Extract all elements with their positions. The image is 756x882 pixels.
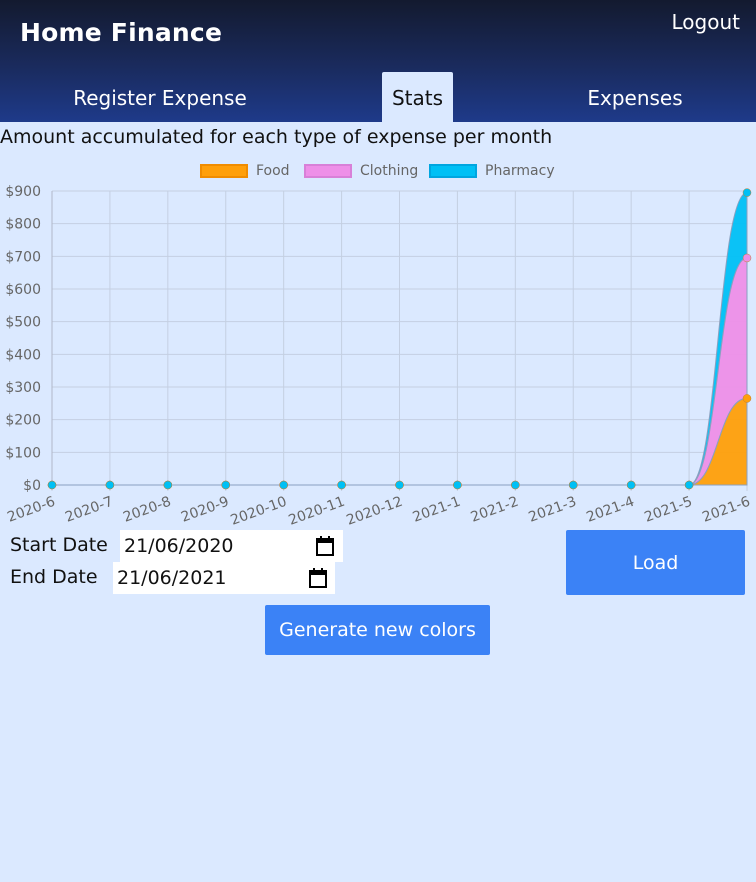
data-point-clothing bbox=[742, 253, 752, 263]
y-tick-label: $700 bbox=[5, 249, 41, 265]
y-tick-label: $800 bbox=[5, 217, 41, 233]
legend-label-pharmacy: Pharmacy bbox=[485, 163, 555, 179]
data-point-pharmacy bbox=[511, 480, 520, 490]
x-tick-label: 2021-1 bbox=[411, 494, 463, 525]
legend-item-food[interactable]: Food bbox=[200, 161, 290, 181]
calendar-icon[interactable] bbox=[309, 568, 327, 588]
stacked-area-chart: $0 $100 $200 $300 $400 $500 $600 $700 $800 $900 20… bbox=[5, 184, 752, 525]
x-tick-label: 2021-3 bbox=[527, 494, 579, 525]
data-point-pharmacy bbox=[279, 480, 288, 490]
end-date-label: End Date bbox=[10, 566, 98, 588]
generate-colors-button[interactable]: Generate new colors bbox=[265, 605, 490, 655]
data-point-pharmacy bbox=[684, 480, 694, 490]
y-tick-label: $600 bbox=[5, 282, 41, 298]
x-tick-label: 2020-10 bbox=[229, 494, 289, 525]
logout-link[interactable]: Logout bbox=[671, 10, 740, 34]
x-tick-label: 2020-7 bbox=[63, 494, 115, 525]
end-date-input[interactable]: 21/06/2021 bbox=[113, 562, 335, 594]
data-point-pharmacy bbox=[105, 480, 115, 490]
legend-swatch-food bbox=[200, 164, 248, 178]
x-tick-label: 2020-8 bbox=[121, 494, 173, 525]
x-tick-label: 2020-9 bbox=[179, 494, 231, 525]
legend-swatch-pharmacy bbox=[429, 164, 477, 178]
data-point-pharmacy bbox=[626, 480, 636, 490]
x-tick-label: 2020-6 bbox=[5, 494, 57, 525]
x-tick-label: 2021-4 bbox=[584, 494, 636, 525]
data-point-pharmacy bbox=[742, 188, 752, 197]
data-point-pharmacy bbox=[47, 480, 57, 490]
data-point-pharmacy bbox=[395, 480, 404, 490]
x-tick-label: 2021-6 bbox=[700, 494, 752, 525]
y-tick-label: $0 bbox=[23, 478, 41, 494]
y-tick-label: $400 bbox=[5, 347, 41, 363]
data-point-pharmacy bbox=[453, 480, 462, 490]
legend-label-food: Food bbox=[256, 163, 290, 179]
legend-item-pharmacy[interactable]: Pharmacy bbox=[429, 161, 555, 181]
start-date-label: Start Date bbox=[10, 534, 108, 556]
tab-bar: Register Expense Stats Expenses bbox=[0, 72, 756, 122]
calendar-icon[interactable] bbox=[316, 536, 334, 556]
y-tick-label: $100 bbox=[5, 445, 41, 461]
app-title: Home Finance bbox=[20, 18, 223, 47]
start-date-row: Start Date bbox=[10, 534, 108, 556]
x-tick-label: 2021-2 bbox=[469, 494, 521, 525]
chart-heading: Amount accumulated for each type of expe… bbox=[0, 126, 553, 148]
y-tick-label: $900 bbox=[5, 184, 41, 200]
x-tick-label: 2020-12 bbox=[344, 494, 404, 525]
legend-swatch-clothing bbox=[304, 164, 352, 178]
load-button[interactable]: Load bbox=[566, 530, 745, 595]
tab-expenses[interactable]: Expenses bbox=[587, 86, 683, 110]
tab-stats[interactable]: Stats bbox=[382, 72, 453, 122]
x-tick-label: 2021-5 bbox=[642, 494, 694, 525]
legend-label-clothing: Clothing bbox=[360, 163, 419, 179]
x-tick-label: 2020-11 bbox=[287, 494, 347, 525]
start-date-input[interactable]: 21/06/2020 bbox=[120, 530, 343, 562]
tab-register-expense[interactable]: Register Expense bbox=[73, 86, 247, 110]
data-point-pharmacy bbox=[569, 480, 578, 490]
chart-legend: Food Clothing Pharmacy bbox=[0, 161, 756, 183]
data-point-food bbox=[742, 394, 752, 403]
y-tick-label: $200 bbox=[5, 413, 41, 429]
end-date-value: 21/06/2021 bbox=[117, 567, 227, 589]
legend-item-clothing[interactable]: Clothing bbox=[304, 161, 418, 181]
y-tick-label: $500 bbox=[5, 315, 41, 331]
start-date-value: 21/06/2020 bbox=[124, 535, 234, 557]
data-point-pharmacy bbox=[221, 480, 230, 490]
app-header: Home Finance Logout Register Expense Sta… bbox=[0, 0, 756, 122]
data-point-pharmacy bbox=[337, 480, 346, 490]
end-date-row: End Date bbox=[10, 566, 98, 588]
y-tick-label: $300 bbox=[5, 380, 41, 396]
data-point-pharmacy bbox=[163, 480, 173, 490]
